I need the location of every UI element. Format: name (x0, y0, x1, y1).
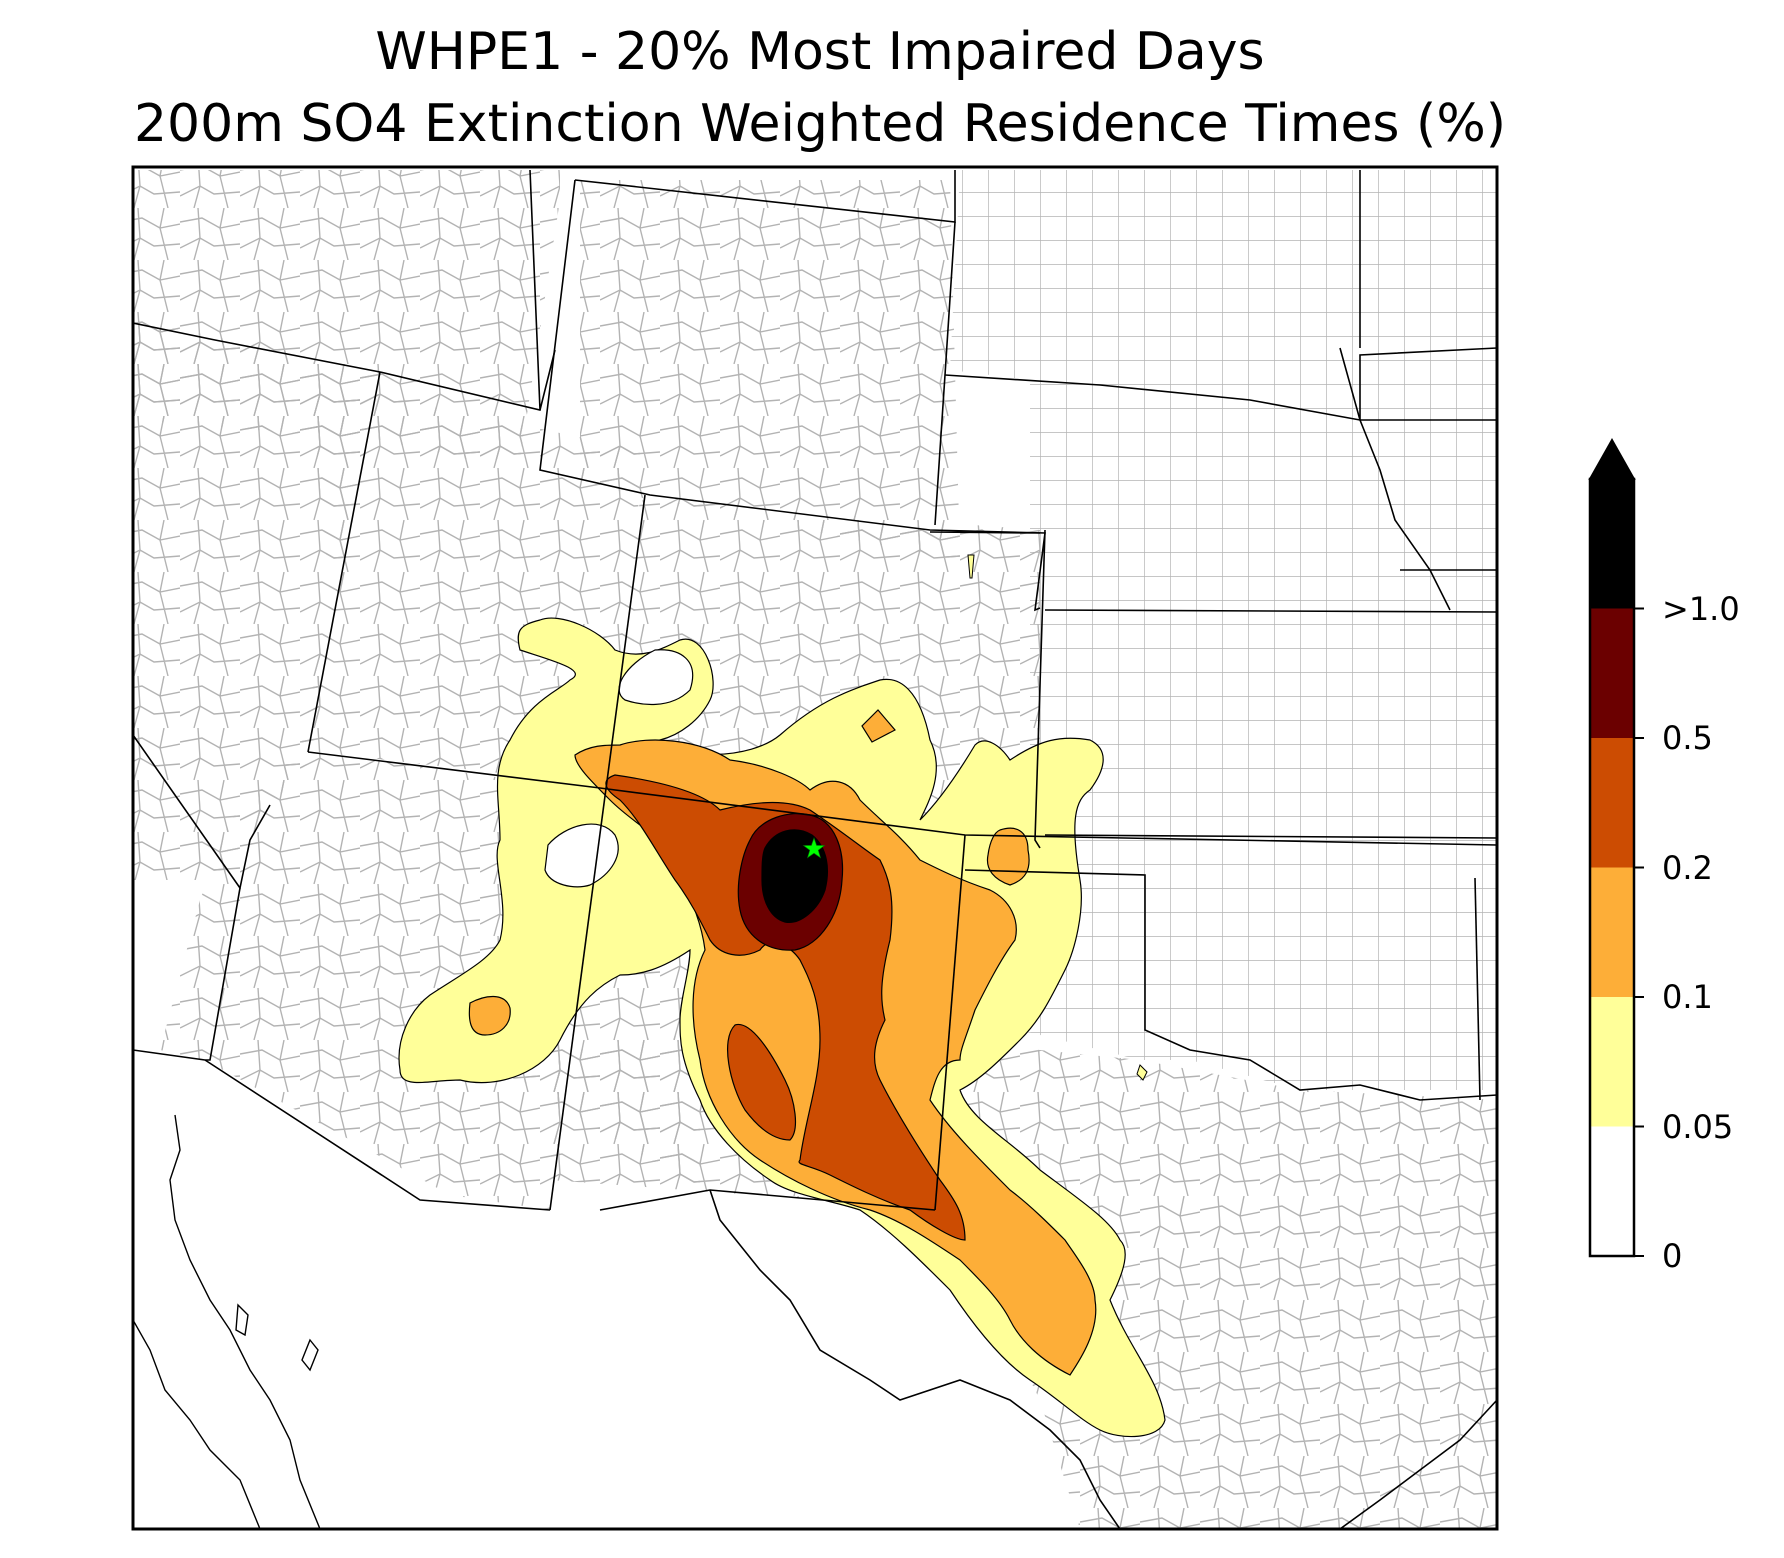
contour-band-0.05-0.1-speck (1136, 1064, 1148, 1081)
colorbar-band (1590, 738, 1634, 868)
contour-band-0-0.05-hole (618, 649, 694, 706)
colorbar-band (1590, 867, 1634, 997)
contour-band-0.05-0.1-speck (967, 554, 975, 579)
colorbar-tick-label: >1.0 (1662, 589, 1740, 628)
contour-bands (398, 554, 1166, 1438)
contour-band-0.1-0.2-blob (468, 995, 511, 1036)
contour-band-0.2-0.5 (605, 774, 966, 1241)
colorbar-band (1590, 479, 1634, 609)
colorbar-band (1590, 997, 1634, 1127)
state-borders (133, 169, 1497, 1529)
colorbar-tick-label: 0.1 (1662, 978, 1713, 1016)
chart-title-line-1: WHPE1 - 20% Most Impaired Days (375, 22, 1265, 82)
contour-band-0.2-0.5-blob (727, 1023, 796, 1141)
colorbar-band (1590, 608, 1634, 738)
colorbar-band (1590, 1126, 1634, 1256)
contour-band-0.1-0.2-blob (861, 709, 896, 743)
colorbar-tick-label: 0.5 (1662, 719, 1713, 757)
map-frame (131, 165, 1499, 1531)
colorbar-tick-label: 0.2 (1662, 848, 1713, 887)
coastline (133, 1114, 321, 1529)
colorbar-extend-arrow-icon (1588, 437, 1636, 480)
receptor-star-icon (802, 837, 826, 859)
chart-title-line-2: 200m SO4 Extinction Weighted Residence T… (133, 94, 1507, 154)
colorbar (1588, 437, 1644, 1258)
colorbar-tick-label: 0.05 (1662, 1107, 1734, 1146)
colorbar-tick-label: 0 (1662, 1237, 1683, 1275)
